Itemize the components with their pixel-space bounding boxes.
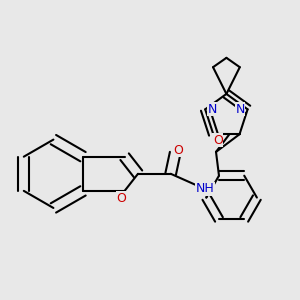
- Text: N: N: [236, 103, 245, 116]
- Text: O: O: [117, 192, 127, 205]
- Text: O: O: [213, 134, 223, 147]
- Text: NH: NH: [196, 182, 214, 195]
- Text: O: O: [173, 143, 183, 157]
- Text: N: N: [208, 103, 217, 116]
